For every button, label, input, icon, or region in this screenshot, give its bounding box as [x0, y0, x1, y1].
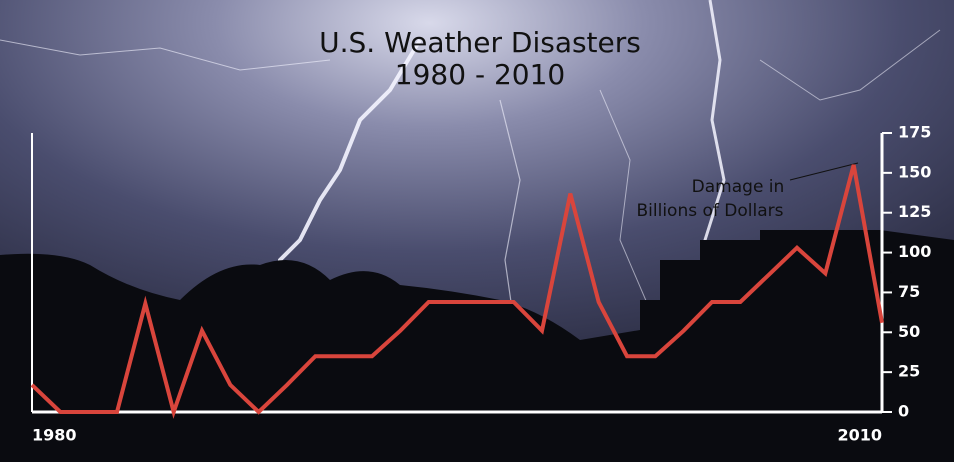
y-tick-label: 0	[898, 402, 909, 421]
y-tick-label: 50	[898, 322, 920, 341]
x-tick-label: 1980	[32, 426, 77, 445]
data-line	[30, 164, 884, 419]
silhouette	[0, 230, 954, 462]
annotation: Billions of Dollars	[637, 201, 784, 221]
y-tick-label: 150	[898, 162, 931, 181]
y-tick-label: 25	[898, 362, 920, 381]
lightning	[0, 0, 941, 331]
chart-subtitle: 1980 - 2010	[395, 58, 565, 91]
annotation-pointer	[789, 162, 859, 181]
chart-title: U.S. Weather Disasters	[319, 26, 641, 59]
x-tick-label: 2010	[837, 426, 882, 445]
y-tick-label: 100	[898, 242, 931, 261]
y-tick-label: 175	[898, 123, 931, 142]
annotation: Damage in	[692, 177, 785, 197]
y-tick-label: 75	[898, 282, 920, 301]
y-tick-label: 125	[898, 202, 931, 221]
